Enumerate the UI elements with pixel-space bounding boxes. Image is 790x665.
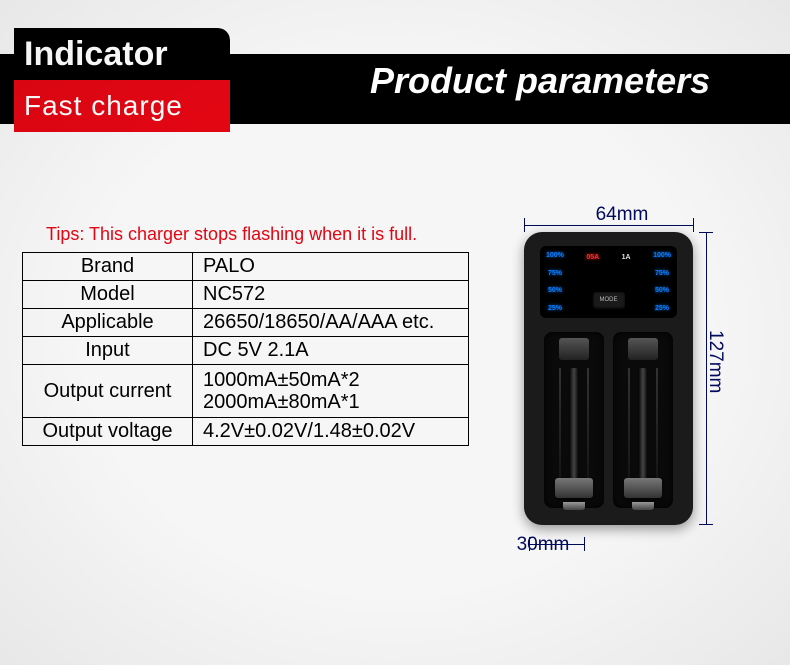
spec-label: Model: [23, 281, 193, 309]
spec-table: BrandPALOModelNC572Applicable26650/18650…: [22, 252, 469, 446]
dim-tick: [699, 232, 713, 233]
table-row: InputDC 5V 2.1A: [23, 337, 469, 365]
spec-value: PALO: [193, 253, 469, 281]
dimension-slot-width: 30mm: [513, 534, 573, 556]
bay-rail: [569, 368, 579, 496]
table-row: ModelNC572: [23, 281, 469, 309]
led-col-right: 100% 75% 50% 25%: [653, 252, 671, 312]
indicator-top: Indicator: [14, 28, 230, 80]
dim-tick: [529, 537, 530, 551]
spec-label: Output current: [23, 365, 193, 418]
led: 25%: [546, 305, 564, 312]
battery-bay-right: [613, 332, 673, 508]
dim-tick: [584, 537, 585, 551]
indicator-box: Indicator Fast charge: [14, 28, 230, 132]
dim-line-bottom: [529, 544, 584, 545]
dim-tick: [699, 524, 713, 525]
spec-table-body: BrandPALOModelNC572Applicable26650/18650…: [23, 253, 469, 446]
spec-label: Applicable: [23, 309, 193, 337]
dimension-width: 64mm: [552, 204, 692, 226]
table-row: Applicable26650/18650/AA/AAA etc.: [23, 309, 469, 337]
spec-label: Output voltage: [23, 418, 193, 446]
spec-value: 4.2V±0.02V/1.48±0.02V: [193, 418, 469, 446]
led-mode-a: 05A: [586, 254, 599, 261]
spec-value: NC572: [193, 281, 469, 309]
led-col-left: 100% 75% 50% 25%: [546, 252, 564, 312]
indicator-sub-label: Fast charge: [24, 90, 183, 122]
spec-label: Input: [23, 337, 193, 365]
table-row: Output voltage4.2V±0.02V/1.48±0.02V: [23, 418, 469, 446]
header: Product parameters Indicator Fast charge: [0, 28, 790, 132]
indicator-bottom: Fast charge: [14, 80, 230, 132]
charger-illustration: 100% 75% 50% 25% 05A 1A 100% 75% 50% 25%…: [524, 232, 693, 525]
bay-contact-bottom: [563, 502, 585, 510]
mode-button: MODE: [593, 292, 625, 308]
bay-contact-bottom: [632, 502, 654, 510]
bay-slider: [624, 478, 662, 498]
led: 100%: [653, 252, 671, 259]
led-mode-b: 1A: [622, 254, 631, 261]
bay-contact-top: [559, 338, 589, 360]
led: 100%: [546, 252, 564, 259]
charger-display: 100% 75% 50% 25% 05A 1A 100% 75% 50% 25%…: [540, 246, 677, 318]
dimension-height: 127mm: [704, 330, 726, 393]
led: 50%: [546, 287, 564, 294]
led: 25%: [653, 305, 671, 312]
page-title: Product parameters: [370, 60, 710, 102]
led: 75%: [546, 270, 564, 277]
tips-text: Tips: This charger stops flashing when i…: [46, 224, 417, 245]
led: 75%: [653, 270, 671, 277]
spec-label: Brand: [23, 253, 193, 281]
bay-slider: [555, 478, 593, 498]
dim-tick: [693, 218, 694, 232]
battery-bay-left: [544, 332, 604, 508]
dim-tick: [524, 218, 525, 232]
spec-value: 26650/18650/AA/AAA etc.: [193, 309, 469, 337]
spec-value: DC 5V 2.1A: [193, 337, 469, 365]
dim-line-right: [706, 232, 707, 524]
indicator-label: Indicator: [24, 35, 168, 74]
led: 50%: [653, 287, 671, 294]
table-row: BrandPALO: [23, 253, 469, 281]
bay-rail: [638, 368, 648, 496]
bay-contact-top: [628, 338, 658, 360]
spec-value: 1000mA±50mA*22000mA±80mA*1: [193, 365, 469, 418]
table-row: Output current1000mA±50mA*22000mA±80mA*1: [23, 365, 469, 418]
